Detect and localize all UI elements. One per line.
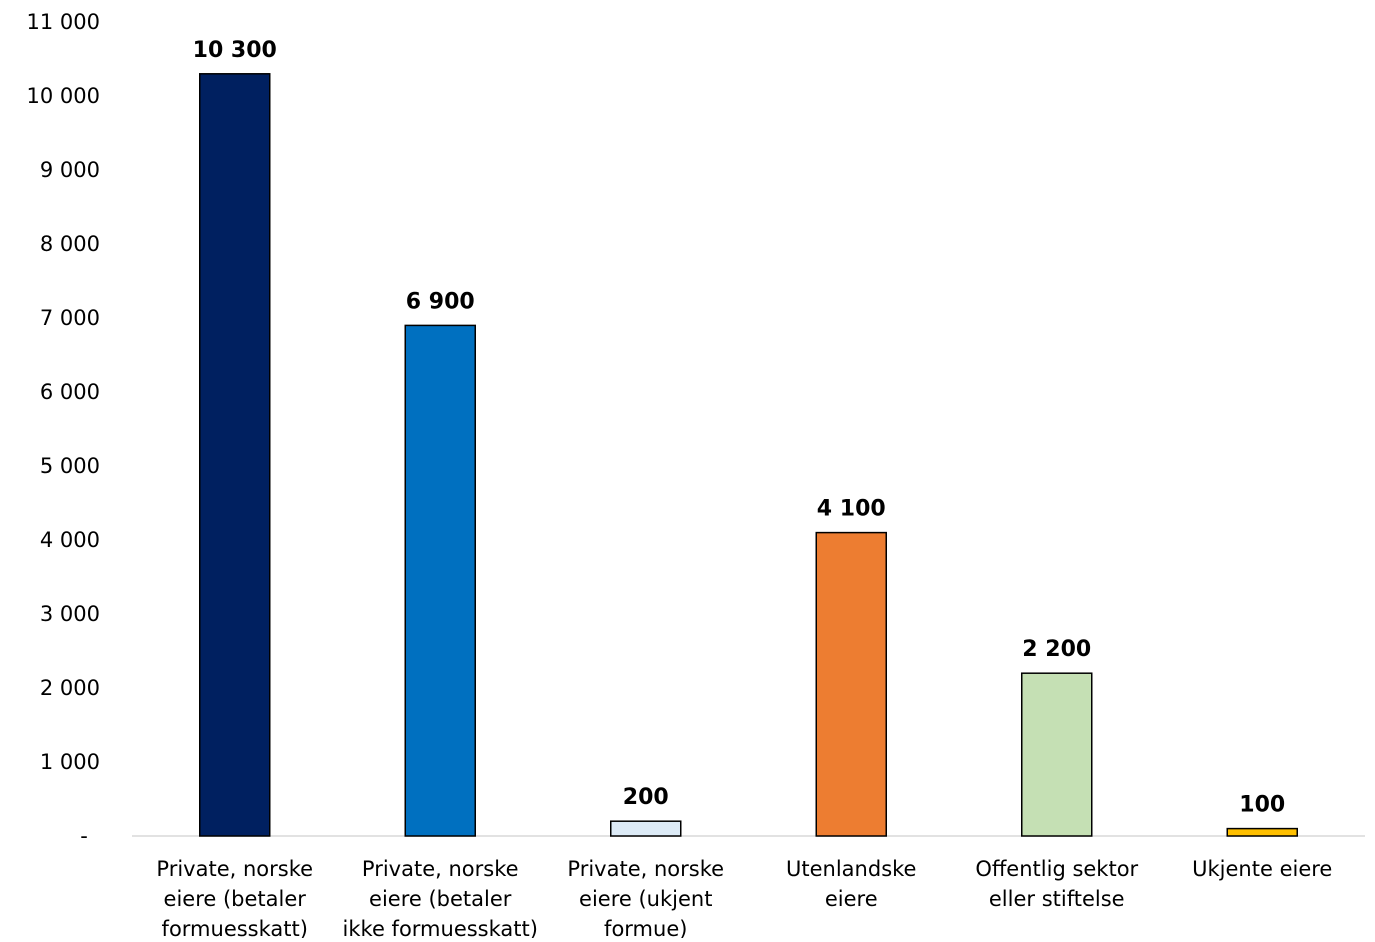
x-axis-labels: Private, norske eiere (betaler formuesskat… (156, 857, 1332, 941)
x-tick-label-line: Private, norske (567, 857, 724, 881)
data-label: 10 300 (193, 38, 277, 63)
y-tick-label: 8 000 (40, 232, 100, 256)
bar (199, 73, 271, 837)
x-tick-label: Private, norske eiere (betaler ikke formue… (343, 857, 538, 938)
bar (404, 324, 476, 837)
x-tick-label: Private, norske eiere (ukjent formue) (567, 857, 724, 938)
bar (1226, 827, 1298, 837)
x-tick-label-line: eiere (ukjent (579, 887, 712, 911)
y-tick-label: 6 000 (40, 380, 100, 404)
bar (610, 820, 682, 837)
bars (199, 73, 1298, 837)
y-tick-label: 7 000 (40, 306, 100, 330)
x-tick-label-line: eller stiftelse (989, 887, 1125, 911)
x-tick-label-line: ikke formuesskatt) (343, 917, 538, 938)
data-label: 6 900 (406, 289, 475, 314)
y-tick-label: 1 000 (40, 750, 100, 774)
x-tick-label-line: Offentlig sektor (975, 857, 1138, 881)
x-tick-label-line: Private, norske (156, 857, 313, 881)
y-axis: - 1 000 2 000 3 000 4 000 5 000 6 000 7 000 8 00… (27, 10, 100, 848)
y-tick-label: - (80, 824, 88, 848)
data-label: 200 (623, 785, 669, 810)
data-label: 100 (1239, 793, 1285, 818)
x-tick-label-line: eiere (betaler (369, 887, 512, 911)
bar (1021, 672, 1093, 837)
x-tick-label-line: eiere (betaler (164, 887, 307, 911)
x-tick-label-line: Ukjente eiere (1192, 857, 1332, 881)
x-tick-label-line: Private, norske (362, 857, 519, 881)
x-tick-label: Ukjente eiere (1192, 857, 1332, 881)
y-tick-label: 9 000 (40, 158, 100, 182)
y-tick-label: 4 000 (40, 528, 100, 552)
y-tick-label: 2 000 (40, 676, 100, 700)
y-tick-label: 11 000 (27, 10, 100, 34)
x-tick-label-line: formue) (604, 917, 687, 938)
data-label: 4 100 (817, 497, 886, 522)
y-tick-label: 10 000 (27, 84, 100, 108)
data-labels: 10 300 6 900 200 4 100 2 200 100 (193, 38, 1286, 818)
x-tick-label-line: formuesskatt) (162, 917, 308, 938)
data-label: 2 200 (1022, 637, 1091, 662)
x-tick-label: Private, norske eiere (betaler formuesskat… (156, 857, 313, 938)
x-tick-label-line: Utenlandske (786, 857, 916, 881)
x-tick-label-line: eiere (825, 887, 878, 911)
y-tick-label: 3 000 (40, 602, 100, 626)
y-tick-label: 5 000 (40, 454, 100, 478)
x-tick-label: Offentlig sektor eller stiftelse (975, 857, 1138, 911)
bar (815, 531, 887, 837)
x-tick-label: Utenlandske eiere (786, 857, 916, 911)
